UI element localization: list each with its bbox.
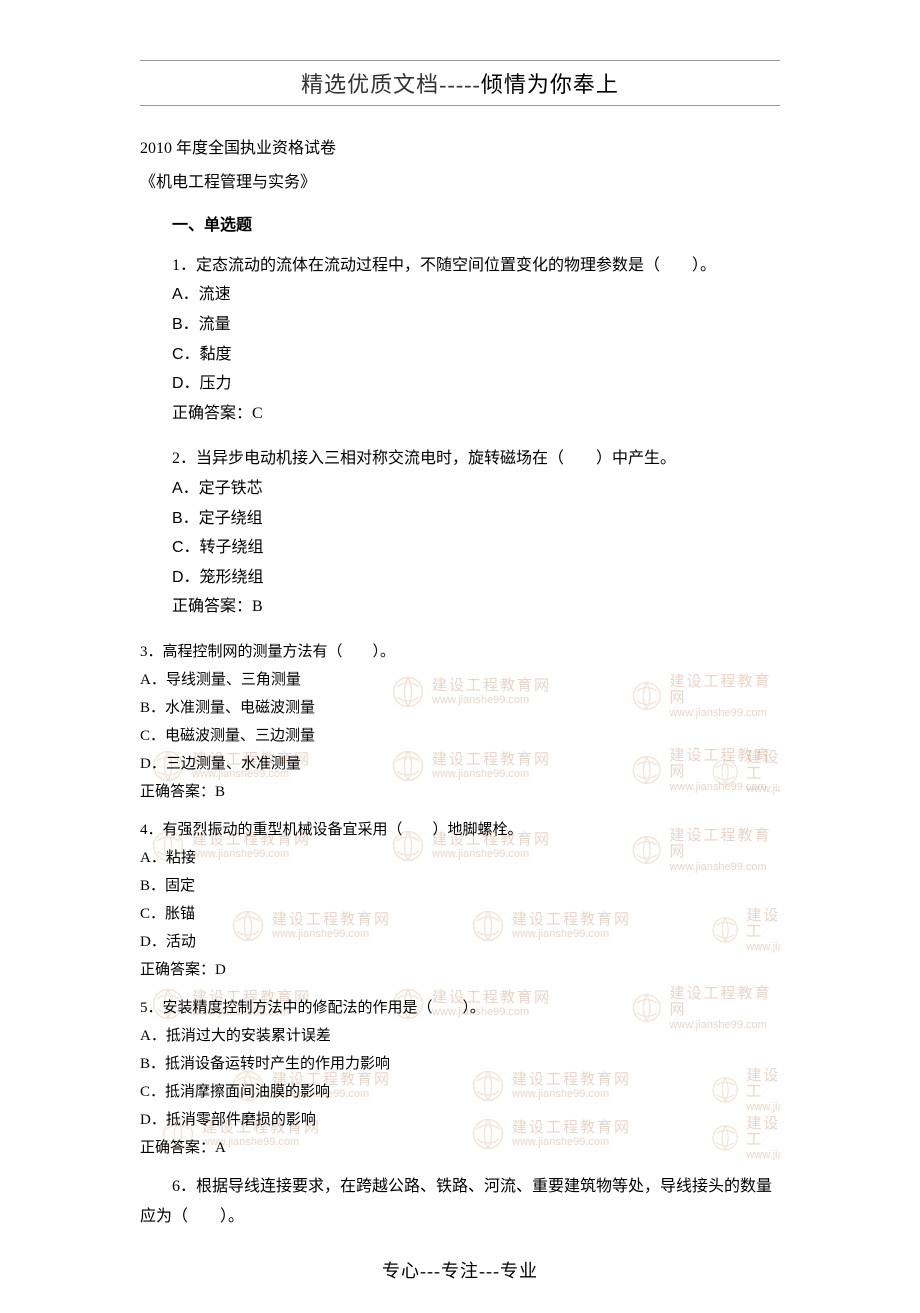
question-3-text: 3．高程控制网的测量方法有（ ）。 bbox=[140, 640, 780, 664]
option-c: C．黏度 bbox=[172, 342, 780, 368]
page-header: 精选优质文档-----倾情为你奉上 bbox=[140, 67, 780, 99]
header-right: 倾情为你奉上 bbox=[481, 72, 619, 97]
option-c: C．电磁波测量、三边测量 bbox=[140, 724, 780, 748]
question-1: 1．定态流动的流体在流动过程中，不随空间位置变化的物理参数是（ ）。 A．流速 … bbox=[140, 253, 780, 427]
option-c: C．转子绕组 bbox=[172, 535, 780, 561]
question-6-line1: 6．根据导线连接要求，在跨越公路、铁路、河流、重要建筑物等处，导线接头的数量 bbox=[172, 1174, 780, 1200]
option-b: B．流量 bbox=[172, 312, 780, 338]
answer-text: 正确答案：C bbox=[172, 401, 780, 427]
watermarked-region: 建设工程教育网www.jianshe99.com建设工程教育网www.jians… bbox=[140, 640, 780, 1160]
header-left: 精选优质文档----- bbox=[301, 72, 481, 97]
option-c: C．抵消摩擦面间油膜的影响 bbox=[140, 1080, 780, 1104]
option-d: D．压力 bbox=[172, 371, 780, 397]
document-page: 精选优质文档-----倾情为你奉上 2010 年度全国执业资格试卷 《机电工程管… bbox=[0, 0, 920, 1313]
option-c: C．胀锚 bbox=[140, 902, 780, 926]
option-a: A．定子铁芯 bbox=[172, 476, 780, 502]
document-content: 2010 年度全国执业资格试卷 《机电工程管理与实务》 一、单选题 1．定态流动… bbox=[140, 136, 780, 1229]
page-footer: 专心---专注---专业 bbox=[140, 1257, 780, 1283]
option-d: D．活动 bbox=[140, 930, 780, 954]
header-rule-top bbox=[140, 60, 780, 61]
question-text: 1．定态流动的流体在流动过程中，不随空间位置变化的物理参数是（ ）。 bbox=[172, 253, 780, 279]
question-2: 2．当异步电动机接入三相对称交流电时，旋转磁场在（ ）中产生。 A．定子铁芯 B… bbox=[140, 446, 780, 620]
answer-text: 正确答案：B bbox=[140, 780, 780, 804]
question-5-text: 5．安装精度控制方法中的修配法的作用是（ ）。 bbox=[140, 996, 780, 1020]
answer-text: 正确答案：A bbox=[140, 1136, 780, 1160]
answer-text: 正确答案：D bbox=[140, 958, 780, 982]
section-heading: 一、单选题 bbox=[172, 213, 780, 239]
exam-subtitle: 《机电工程管理与实务》 bbox=[140, 170, 780, 196]
option-a: A．粘接 bbox=[140, 846, 780, 870]
option-b: B．定子绕组 bbox=[172, 506, 780, 532]
option-d: D．三边测量、水准测量 bbox=[140, 752, 780, 776]
option-a: A．抵消过大的安装累计误差 bbox=[140, 1024, 780, 1048]
option-a: A．导线测量、三角测量 bbox=[140, 668, 780, 692]
answer-text: 正确答案：B bbox=[172, 594, 780, 620]
option-b: B．抵消设备运转时产生的作用力影响 bbox=[140, 1052, 780, 1076]
exam-title: 2010 年度全国执业资格试卷 bbox=[140, 136, 780, 162]
option-a: A．流速 bbox=[172, 282, 780, 308]
option-b: B．固定 bbox=[140, 874, 780, 898]
option-b: B．水准测量、电磁波测量 bbox=[140, 696, 780, 720]
option-d: D．抵消零部件磨损的影响 bbox=[140, 1108, 780, 1132]
question-6-line2: 应为（ ）。 bbox=[140, 1204, 780, 1230]
header-rule-bottom bbox=[140, 105, 780, 106]
image-content: 3．高程控制网的测量方法有（ ）。 A．导线测量、三角测量 B．水准测量、电磁波… bbox=[140, 640, 780, 1160]
option-d: D．笼形绕组 bbox=[172, 565, 780, 591]
question-4-text: 4．有强烈振动的重型机械设备宜采用（ ）地脚螺栓。 bbox=[140, 818, 780, 842]
question-text: 2．当异步电动机接入三相对称交流电时，旋转磁场在（ ）中产生。 bbox=[172, 446, 780, 472]
